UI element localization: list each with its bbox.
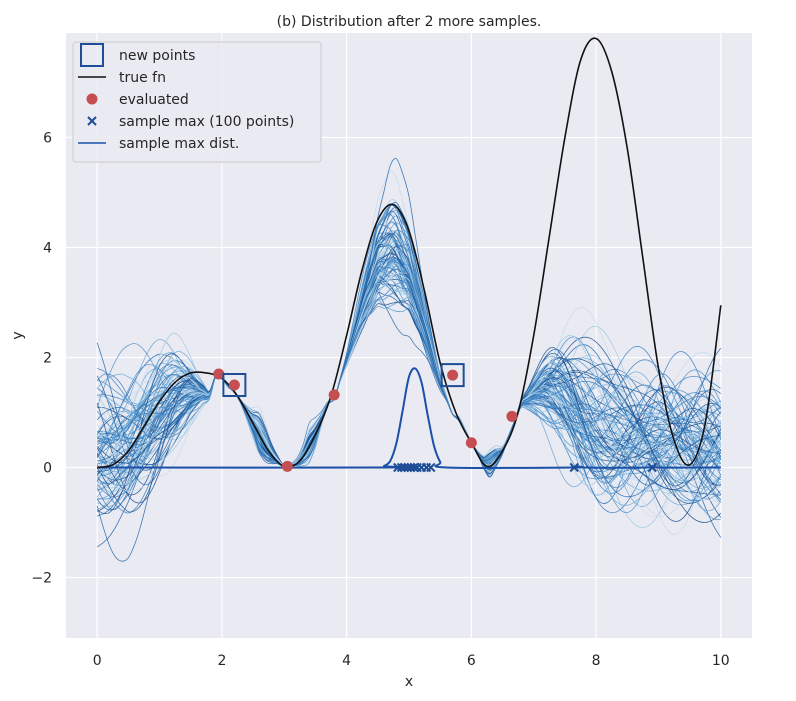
y-tick-label: 6 bbox=[43, 131, 52, 147]
evaluated-point bbox=[328, 389, 340, 401]
sample-max-marker bbox=[409, 462, 419, 473]
new-point-square bbox=[440, 363, 465, 388]
chart-title: (b) Distribution after 2 more samples. bbox=[277, 14, 542, 30]
y-ticks: −2 0 2 4 6 bbox=[31, 131, 52, 587]
evaluated-point bbox=[506, 410, 518, 422]
sample-max-dist bbox=[97, 367, 721, 469]
legend-item: sample max dist. bbox=[78, 136, 239, 152]
sample-max-dist-line bbox=[97, 367, 721, 469]
y-tick-label: 4 bbox=[43, 241, 52, 257]
legend-square-icon bbox=[80, 43, 104, 67]
legend: new points true fn evaluated sample max (10… bbox=[72, 41, 322, 163]
x-tick-label: 8 bbox=[592, 653, 601, 669]
sample-max-marker bbox=[569, 462, 579, 473]
legend-item: evaluated bbox=[86, 92, 189, 108]
evaluated-points bbox=[213, 368, 518, 472]
posterior-sample-line bbox=[96, 245, 722, 485]
legend-label: new points bbox=[119, 48, 195, 64]
evaluated-point bbox=[447, 369, 459, 381]
sample-max-marker bbox=[393, 462, 403, 473]
new-point-square bbox=[222, 373, 247, 397]
new-points bbox=[222, 363, 465, 397]
legend-item: new points bbox=[80, 43, 195, 67]
y-axis-label: y bbox=[10, 331, 26, 339]
sample-max-marker bbox=[426, 462, 436, 473]
y-tick-label: −2 bbox=[31, 571, 52, 587]
legend-label: true fn bbox=[119, 70, 166, 86]
x-tick-label: 2 bbox=[217, 653, 226, 669]
posterior-sample-line bbox=[96, 273, 722, 517]
posterior-sample-line bbox=[96, 204, 722, 471]
posterior-sample-line bbox=[96, 223, 722, 489]
sample-max-marker bbox=[647, 462, 657, 473]
posterior-sample-line bbox=[97, 274, 721, 504]
posterior-sample-line bbox=[96, 210, 722, 486]
x-tick-label: 10 bbox=[712, 653, 730, 669]
y-tick-label: 2 bbox=[43, 351, 52, 367]
legend-label: sample max (100 points) bbox=[119, 114, 294, 130]
evaluated-point bbox=[281, 460, 293, 472]
legend-box bbox=[72, 41, 322, 163]
true-fn-line bbox=[97, 37, 722, 469]
x-axis-label: x bbox=[405, 674, 413, 690]
legend-item: sample max (100 points) bbox=[87, 114, 294, 130]
legend-label: sample max dist. bbox=[119, 136, 239, 152]
legend-item: true fn bbox=[78, 70, 166, 86]
posterior-sample-line bbox=[97, 256, 721, 498]
posterior-samples bbox=[96, 158, 722, 562]
legend-x-icon bbox=[87, 116, 97, 126]
x-tick-label: 4 bbox=[342, 653, 351, 669]
posterior-sample-line bbox=[97, 279, 721, 488]
posterior-sample-line bbox=[97, 234, 722, 514]
x-tick-label: 6 bbox=[467, 653, 476, 669]
posterior-sample-line bbox=[97, 213, 722, 513]
evaluated-point bbox=[465, 437, 477, 449]
evaluated-point bbox=[213, 368, 225, 380]
posterior-sample-line bbox=[96, 260, 721, 467]
x-tick-label: 0 bbox=[93, 653, 102, 669]
evaluated-point bbox=[228, 379, 240, 391]
y-tick-label: 0 bbox=[43, 461, 52, 477]
true-fn bbox=[97, 37, 722, 469]
x-ticks: 0 2 4 6 8 10 bbox=[93, 653, 730, 669]
legend-label: evaluated bbox=[119, 92, 189, 108]
legend-circle-icon bbox=[86, 93, 98, 105]
sample-max-markers bbox=[393, 462, 657, 473]
posterior-sample-line bbox=[96, 239, 722, 470]
posterior-sample-line bbox=[96, 243, 722, 515]
